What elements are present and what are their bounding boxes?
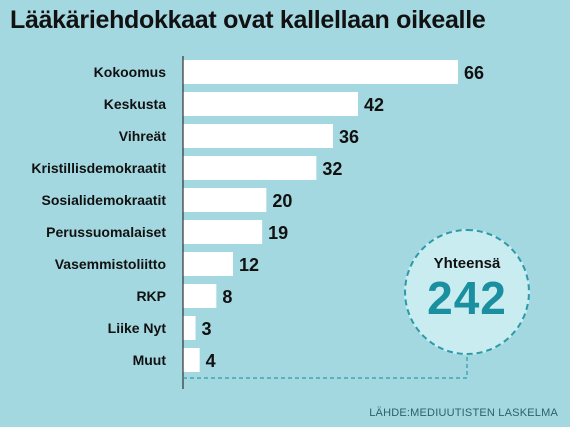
category-label-5: Perussuomalaiset xyxy=(46,224,166,240)
category-label-1: Keskusta xyxy=(104,96,166,112)
category-label-2: Vihreät xyxy=(119,128,167,144)
bar-7 xyxy=(183,284,217,308)
value-label-3: 32 xyxy=(322,159,342,179)
value-label-0: 66 xyxy=(464,63,484,83)
chart-title: Lääkäriehdokkaat ovat kallellaan oikeall… xyxy=(10,6,486,34)
category-label-0: Kokoomus xyxy=(94,64,167,80)
bar-1 xyxy=(183,92,358,116)
bar-0 xyxy=(183,60,458,84)
bar-9 xyxy=(183,348,200,372)
bar-8 xyxy=(183,316,196,340)
category-label-8: Liike Nyt xyxy=(108,320,167,336)
bar-4 xyxy=(183,188,267,212)
bar-6 xyxy=(183,252,233,276)
bar-2 xyxy=(183,124,333,148)
category-label-3: Kristillisdemokraatit xyxy=(31,160,166,176)
total-circle: Yhteensä 242 xyxy=(404,229,530,355)
total-value: 242 xyxy=(427,272,507,324)
value-label-2: 36 xyxy=(339,127,359,147)
value-label-1: 42 xyxy=(364,95,384,115)
bars-group: Kokoomus 66 Keskusta 42 Vihreät 36 Kristillisd… xyxy=(31,60,484,372)
bar-3 xyxy=(183,156,317,180)
source-note: LÄHDE:MEDIUUTISTEN LASKELMA xyxy=(369,407,558,419)
category-label-6: Vasemmistoliitto xyxy=(55,256,166,272)
value-label-8: 3 xyxy=(202,319,212,339)
bar-5 xyxy=(183,220,263,244)
value-label-4: 20 xyxy=(272,191,292,211)
category-label-9: Muut xyxy=(133,352,167,368)
value-label-5: 19 xyxy=(268,223,288,243)
category-label-7: RKP xyxy=(136,288,166,304)
value-label-9: 4 xyxy=(206,351,216,371)
total-label: Yhteensä xyxy=(433,255,501,272)
total-connector-line xyxy=(183,356,468,379)
value-label-6: 12 xyxy=(239,255,259,275)
value-label-7: 8 xyxy=(222,287,232,307)
category-label-4: Sosialidemokraatit xyxy=(42,192,167,208)
